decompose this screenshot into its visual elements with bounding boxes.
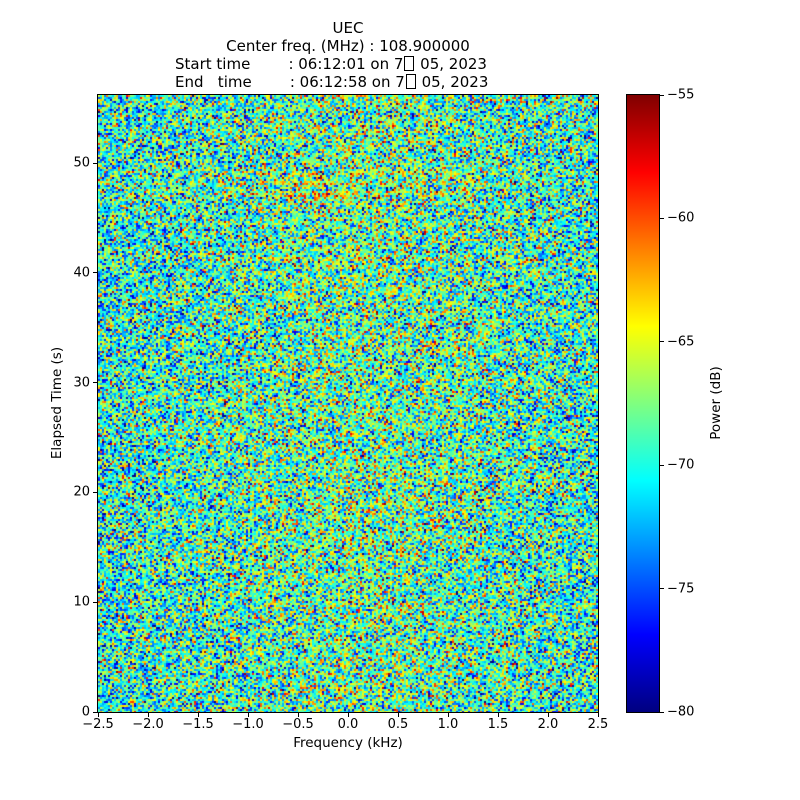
- x-tick-label: −0.5: [282, 717, 314, 732]
- y-axis-label: Elapsed Time (s): [49, 346, 65, 460]
- colorbar-tick-mark: [660, 94, 664, 96]
- y-tick-label: 10: [73, 594, 90, 610]
- y-tick-label: 50: [73, 155, 90, 171]
- start-time-text: Start time : 06:12:01 on 7: [175, 55, 404, 73]
- y-tick-mark: [93, 272, 97, 274]
- chart-title: UEC: [332, 19, 364, 37]
- x-tick-label: 0.5: [387, 717, 409, 732]
- colorbar-tick-mark: [660, 464, 664, 466]
- y-tick-label: 0: [81, 704, 90, 720]
- center-freq-line: Center freq. (MHz) : 108.900000: [226, 37, 470, 55]
- y-tick-label: 40: [73, 265, 90, 281]
- missing-glyph-box: [404, 56, 415, 71]
- x-tick-label: −2.5: [82, 717, 114, 732]
- colorbar-tick-label: −60: [667, 210, 695, 226]
- end-time-date-text: 05, 2023: [416, 73, 489, 91]
- start-time-line: Start time : 06:12:01 on 7 05, 2023: [175, 55, 487, 73]
- end-time-line: End time : 06:12:58 on 7 05, 2023: [175, 73, 488, 91]
- x-tick-mark: [597, 713, 599, 717]
- x-tick-label: 2.0: [537, 717, 559, 732]
- x-tick-mark: [247, 713, 249, 717]
- y-tick-label: 30: [73, 375, 90, 391]
- colorbar-tick-label: −80: [667, 704, 695, 720]
- colorbar-tick-label: −70: [667, 457, 695, 473]
- y-tick-mark: [93, 382, 97, 384]
- x-tick-label: 2.5: [587, 717, 609, 732]
- missing-glyph-box: [405, 74, 416, 89]
- x-tick-label: −2.0: [132, 717, 164, 732]
- start-time-date-text: 05, 2023: [415, 55, 487, 73]
- x-tick-mark: [297, 713, 299, 717]
- x-tick-label: 1.5: [487, 717, 509, 732]
- y-tick-mark: [93, 491, 97, 493]
- x-tick-mark: [147, 713, 149, 717]
- colorbar-tick-mark: [660, 588, 664, 590]
- x-tick-mark: [447, 713, 449, 717]
- spectrogram-canvas: [98, 95, 598, 712]
- plot-area: [97, 94, 599, 713]
- x-tick-label: 1.0: [437, 717, 459, 732]
- x-tick-label: 0.0: [337, 717, 359, 732]
- x-tick-mark: [547, 713, 549, 717]
- colorbar-tick-mark: [660, 217, 664, 219]
- x-tick-mark: [497, 713, 499, 717]
- x-tick-mark: [347, 713, 349, 717]
- x-tick-mark: [197, 713, 199, 717]
- y-tick-mark: [93, 711, 97, 713]
- colorbar-tick-label: −65: [667, 334, 695, 350]
- colorbar-tick-mark: [660, 711, 664, 713]
- colorbar-label: Power (dB): [708, 366, 724, 440]
- x-axis-label: Frequency (kHz): [293, 735, 403, 751]
- colorbar-tick-mark: [660, 341, 664, 343]
- y-tick-mark: [93, 601, 97, 603]
- x-tick-mark: [97, 713, 99, 717]
- colorbar-tick-label: −75: [667, 581, 695, 597]
- x-tick-mark: [397, 713, 399, 717]
- x-tick-label: −1.5: [182, 717, 214, 732]
- y-tick-label: 20: [73, 484, 90, 500]
- colorbar: [626, 94, 660, 713]
- x-tick-label: −1.0: [232, 717, 264, 732]
- end-time-text: End time : 06:12:58 on 7: [175, 73, 405, 91]
- colorbar-tick-label: −55: [667, 87, 695, 103]
- y-tick-mark: [93, 162, 97, 164]
